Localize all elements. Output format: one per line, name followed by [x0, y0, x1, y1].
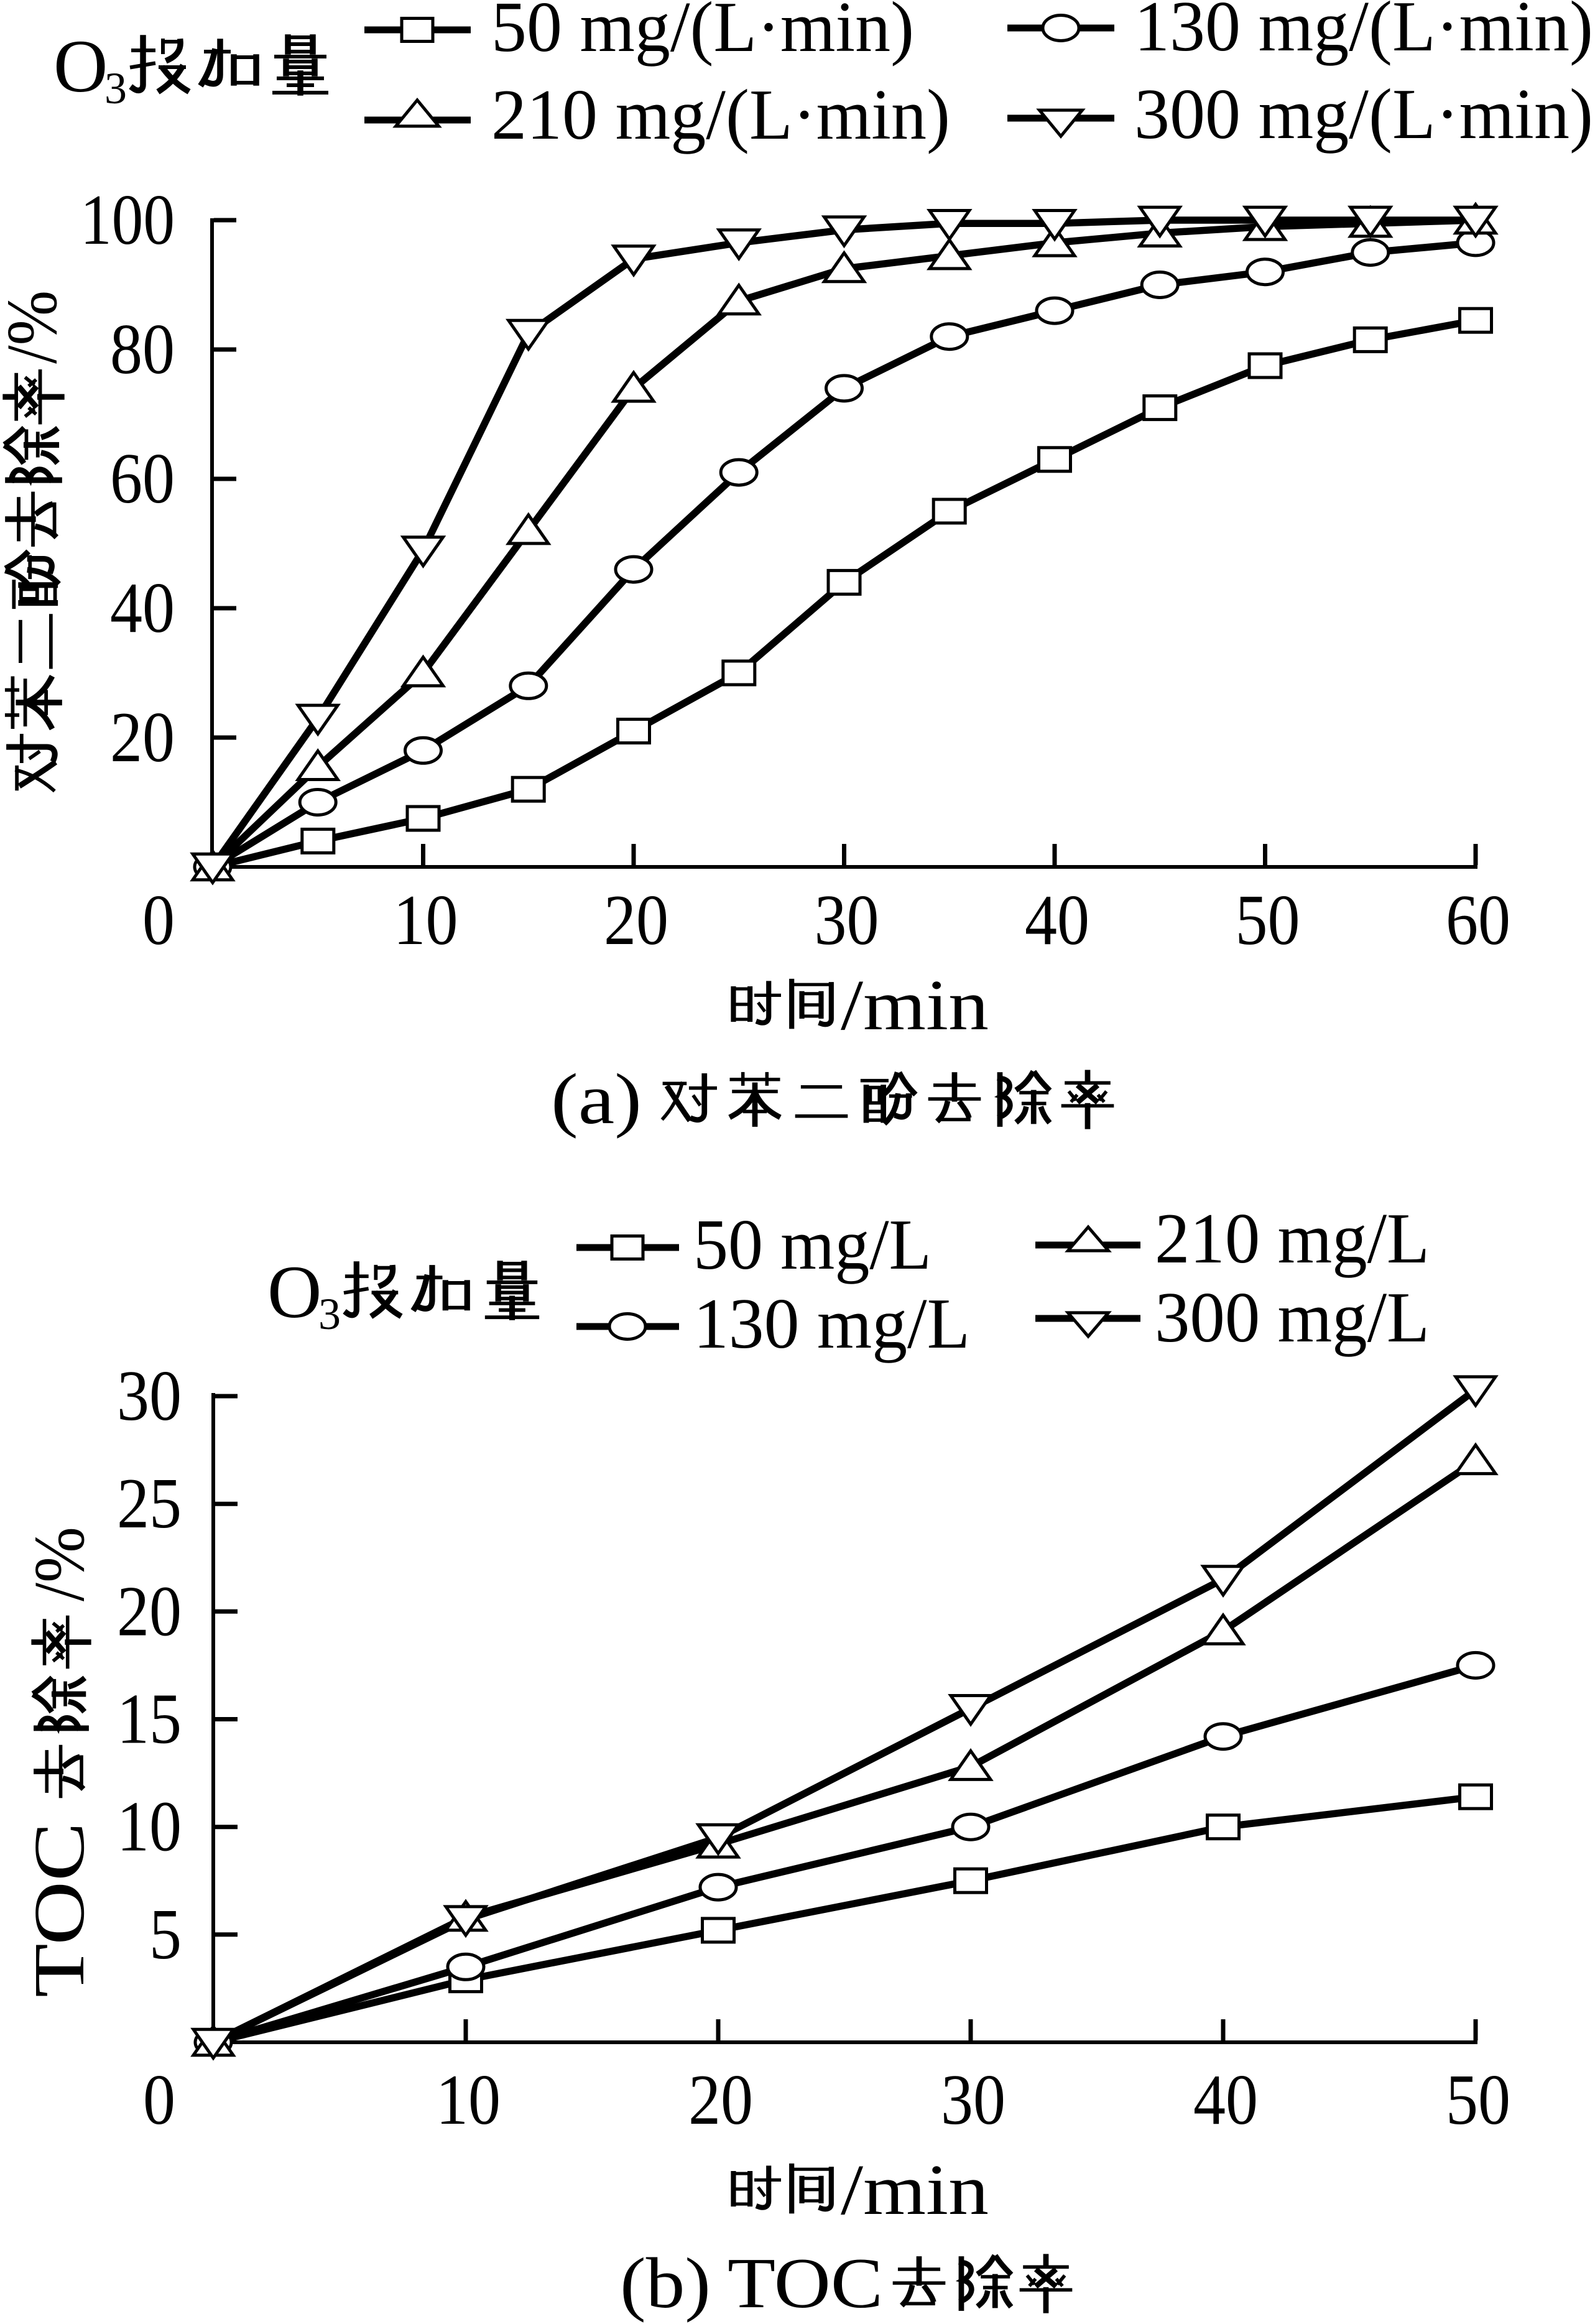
- svg-text:50: 50: [1446, 2060, 1510, 2140]
- svg-text:300 mg/(L·min): 300 mg/(L·min): [1134, 75, 1593, 154]
- svg-text:20: 20: [604, 881, 668, 960]
- svg-text:50: 50: [1236, 881, 1300, 960]
- svg-text:40: 40: [1193, 2060, 1258, 2140]
- svg-text:TOC: TOC: [728, 2244, 883, 2323]
- svg-text:40: 40: [1025, 881, 1089, 960]
- svg-text:50 mg/(L·min): 50 mg/(L·min): [491, 0, 914, 67]
- svg-text:20: 20: [110, 698, 175, 777]
- svg-text:15: 15: [117, 1680, 182, 1759]
- svg-text:10: 10: [117, 1787, 182, 1867]
- svg-text:3: 3: [318, 1289, 341, 1339]
- svg-text:5: 5: [149, 1895, 182, 1974]
- svg-text:130 mg/(L·min): 130 mg/(L·min): [1134, 0, 1593, 67]
- svg-text:/%: /%: [0, 290, 72, 364]
- svg-text:50 mg/L: 50 mg/L: [693, 1205, 932, 1285]
- svg-text:/min: /min: [841, 2150, 989, 2230]
- svg-text:20: 20: [117, 1572, 182, 1651]
- svg-text:210 mg/(L·min): 210 mg/(L·min): [491, 75, 950, 155]
- svg-text:10: 10: [436, 2060, 501, 2140]
- svg-text:25: 25: [117, 1464, 182, 1544]
- svg-text:O: O: [53, 25, 108, 108]
- svg-text:O: O: [267, 1251, 321, 1334]
- svg-text:100: 100: [80, 180, 175, 260]
- svg-text:30: 30: [117, 1356, 182, 1436]
- svg-text:(b): (b): [620, 2244, 711, 2323]
- svg-text:(a): (a): [551, 1060, 642, 1139]
- svg-text:10: 10: [394, 881, 458, 960]
- svg-text:60: 60: [110, 439, 175, 519]
- svg-text:80: 80: [110, 310, 175, 389]
- svg-text:210 mg/L: 210 mg/L: [1155, 1199, 1430, 1279]
- svg-text:40: 40: [110, 568, 175, 648]
- svg-text:3: 3: [104, 63, 127, 113]
- svg-text:0: 0: [143, 2060, 175, 2140]
- svg-text:130 mg/L: 130 mg/L: [693, 1284, 970, 1364]
- svg-text:30: 30: [815, 881, 879, 960]
- svg-text:30: 30: [941, 2060, 1006, 2140]
- svg-text:0: 0: [142, 881, 175, 960]
- svg-text:/%: /%: [20, 1527, 99, 1601]
- svg-text:300 mg/L: 300 mg/L: [1155, 1278, 1430, 1358]
- svg-text:20: 20: [688, 2060, 753, 2140]
- svg-text:TOC: TOC: [20, 1822, 99, 1998]
- svg-text:60: 60: [1446, 881, 1510, 960]
- svg-text:/min: /min: [841, 966, 989, 1045]
